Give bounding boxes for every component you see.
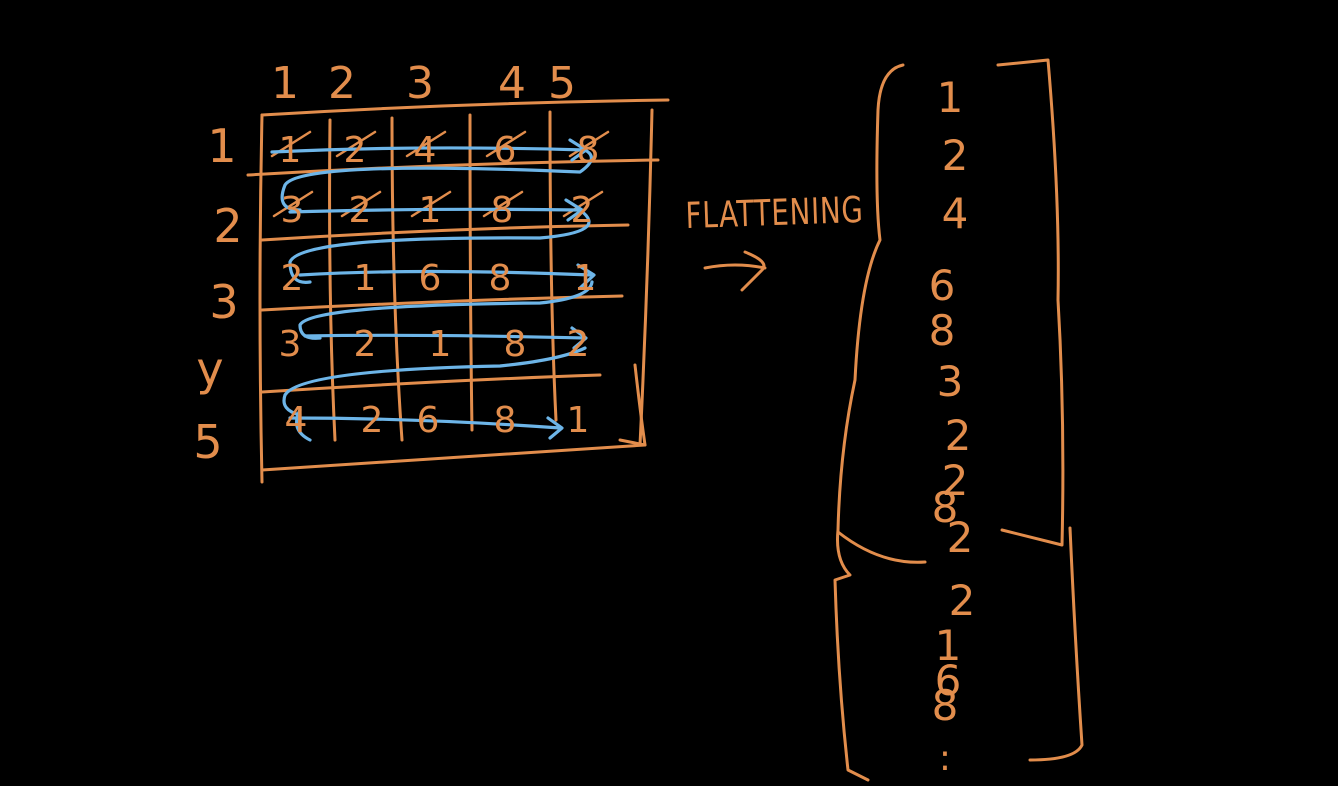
matrix-cell: 8 (504, 324, 527, 365)
matrix-cell: 8 (489, 258, 512, 299)
matrix-right-border (638, 108, 654, 447)
vector-value: 8 (929, 306, 956, 355)
matrix-left-border (258, 113, 264, 484)
traversal-turn-4 (282, 346, 587, 417)
traversal-row-3 (298, 263, 596, 290)
matrix-col-line (328, 118, 337, 442)
cell-strike (335, 130, 377, 158)
matrix-cell: 4 (285, 400, 308, 441)
vector-left-bracket-foot (836, 530, 927, 564)
matrix-cell: 1 (354, 258, 377, 299)
column-header: 5 (548, 58, 576, 109)
matrix-cell: 2 (567, 324, 590, 365)
vector-value: 3 (937, 357, 964, 406)
column-header: 1 (271, 58, 299, 109)
flattening-label: FLATTENING (685, 190, 864, 237)
vector-value: 6 (929, 261, 956, 310)
matrix-cell: 8 (491, 190, 514, 231)
vector-value: 8 (932, 483, 959, 532)
traversal-row-5 (288, 416, 564, 440)
matrix-cell: 8 (577, 130, 600, 171)
column-header: 2 (328, 58, 356, 109)
vector-value: 2 (949, 576, 976, 625)
matrix-cell: 1 (419, 190, 442, 231)
matrix-cell: 2 (571, 190, 594, 231)
cell-strike (410, 190, 452, 218)
cell-strike (485, 130, 527, 158)
matrix-cell: 4 (414, 130, 437, 171)
traversal-tail (295, 408, 312, 442)
traversal-turn-2 (288, 208, 591, 284)
row-header: y (196, 342, 223, 396)
vector-value: 2 (942, 456, 969, 505)
row-header: 3 (209, 275, 238, 329)
row-header: 5 (193, 415, 222, 469)
vector-value: 1 (935, 621, 962, 670)
traversal-row-4 (303, 326, 588, 350)
matrix-cell: 6 (417, 400, 440, 441)
matrix-bottom-border (260, 443, 647, 472)
matrix-row-line (246, 158, 660, 177)
cell-strike (482, 190, 524, 218)
right-arrow-icon (703, 250, 767, 292)
vector-right-bracket-2 (1028, 526, 1084, 762)
cell-strike (405, 130, 447, 158)
matrix-row-line (260, 373, 602, 394)
matrix-top-border (260, 98, 670, 117)
vector-continuation: : (939, 738, 951, 779)
matrix-cell: 1 (567, 400, 590, 441)
matrix-cell: 3 (281, 190, 304, 231)
vector-value: 4 (942, 189, 969, 238)
matrix-col-line (468, 113, 474, 432)
matrix-cell: 2 (281, 258, 304, 299)
matrix-cell: 3 (279, 324, 302, 365)
vector-brackets (833, 58, 1084, 782)
matrix-cell: 2 (344, 130, 367, 171)
matrix-cell: 6 (494, 130, 517, 171)
cell-strike (562, 190, 604, 218)
vector-right-bracket (996, 58, 1065, 547)
matrix-cell: 6 (419, 258, 442, 299)
cell-strike (272, 190, 314, 218)
traversal-turn-1 (280, 148, 593, 212)
vector-left-bracket (833, 63, 905, 782)
matrix-grid (246, 98, 670, 484)
vector-value: 2 (942, 131, 969, 180)
row-header: 2 (213, 199, 242, 253)
matrix-corner-bracket (618, 363, 647, 447)
matrix-cell: 2 (349, 190, 372, 231)
vector-value: 8 (932, 681, 959, 730)
vector-value: 6 (935, 656, 962, 705)
vector-value: 2 (945, 411, 972, 460)
column-header: 3 (406, 58, 434, 109)
column-header: 4 (498, 58, 526, 109)
matrix-row-line (260, 223, 630, 242)
cell-strike (568, 130, 610, 158)
matrix-cell: 2 (361, 400, 384, 441)
matrix-cell: 1 (429, 324, 452, 365)
vector-value: 2 (947, 513, 974, 562)
vector-value: 1 (937, 73, 964, 122)
matrix-col-line (548, 110, 558, 422)
row-header: 1 (207, 119, 236, 173)
matrix-cell: 8 (494, 400, 517, 441)
matrix-col-line (390, 116, 404, 442)
matrix-cell: 1 (574, 258, 597, 299)
traversal-turn-3 (298, 280, 594, 340)
matrix-cell: 1 (279, 130, 302, 171)
traversal-path (270, 138, 596, 442)
matrix-cell: 2 (354, 324, 377, 365)
